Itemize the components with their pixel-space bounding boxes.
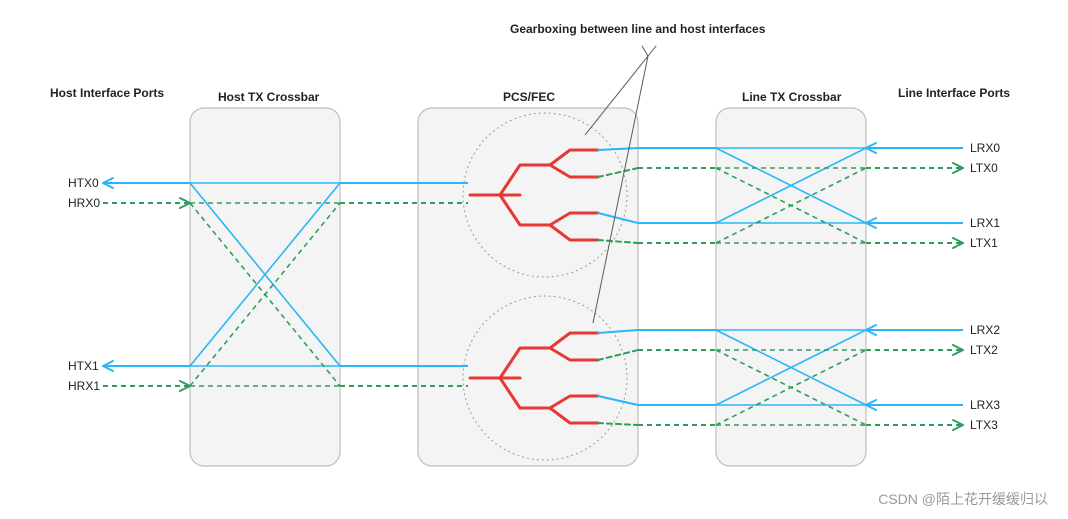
line-xbar-label: Line TX Crossbar — [742, 90, 841, 104]
lrx0-label: LRX0 — [970, 141, 1000, 155]
callout-v — [642, 46, 656, 56]
hrx1-label: HRX1 — [68, 379, 100, 393]
ltx2-label: LTX2 — [970, 343, 998, 357]
lrx1-label: LRX1 — [970, 216, 1000, 230]
lrx2-label: LRX2 — [970, 323, 1000, 337]
line-ports-title: Line Interface Ports — [898, 86, 1010, 100]
ltx3-label: LTX3 — [970, 418, 998, 432]
hrx0-label: HRX0 — [68, 196, 100, 210]
pcs-fec-label: PCS/FEC — [503, 90, 555, 104]
pcs_fec-box — [418, 108, 638, 466]
host-xbar-label: Host TX Crossbar — [218, 90, 319, 104]
htx0-label: HTX0 — [68, 176, 99, 190]
ltx0-label: LTX0 — [970, 161, 998, 175]
line_xbar-box — [716, 108, 866, 466]
host_xbar-box — [190, 108, 340, 466]
host-ports-title: Host Interface Ports — [50, 86, 164, 100]
watermark: CSDN @陌上花开缓缓归以 — [878, 489, 1048, 509]
lrx3-label: LRX3 — [970, 398, 1000, 412]
ltx1-label: LTX1 — [970, 236, 998, 250]
top-note: Gearboxing between line and host interfa… — [510, 22, 765, 36]
diagram-svg — [0, 0, 1068, 519]
htx1-label: HTX1 — [68, 359, 99, 373]
